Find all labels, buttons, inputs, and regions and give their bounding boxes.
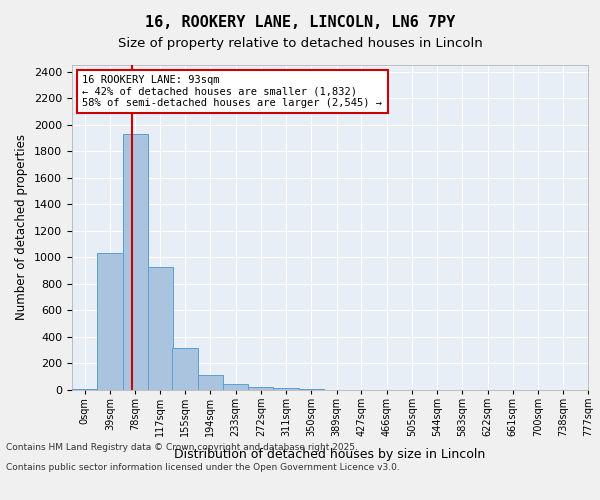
Bar <box>299 388 324 390</box>
Text: Contains public sector information licensed under the Open Government Licence v3: Contains public sector information licen… <box>6 462 400 471</box>
X-axis label: Distribution of detached houses by size in Lincoln: Distribution of detached houses by size … <box>175 448 485 460</box>
Bar <box>148 266 173 390</box>
Text: 16 ROOKERY LANE: 93sqm
← 42% of detached houses are smaller (1,832)
58% of semi-: 16 ROOKERY LANE: 93sqm ← 42% of detached… <box>82 74 382 108</box>
Bar <box>72 388 97 390</box>
Bar <box>122 134 148 390</box>
Text: Size of property relative to detached houses in Lincoln: Size of property relative to detached ho… <box>118 38 482 51</box>
Bar <box>274 388 299 390</box>
Bar <box>97 254 122 390</box>
Bar <box>248 386 274 390</box>
Text: Contains HM Land Registry data © Crown copyright and database right 2025.: Contains HM Land Registry data © Crown c… <box>6 442 358 452</box>
Bar <box>223 384 248 390</box>
Y-axis label: Number of detached properties: Number of detached properties <box>16 134 28 320</box>
Text: 16, ROOKERY LANE, LINCOLN, LN6 7PY: 16, ROOKERY LANE, LINCOLN, LN6 7PY <box>145 15 455 30</box>
Bar <box>197 376 223 390</box>
Bar <box>172 348 197 390</box>
